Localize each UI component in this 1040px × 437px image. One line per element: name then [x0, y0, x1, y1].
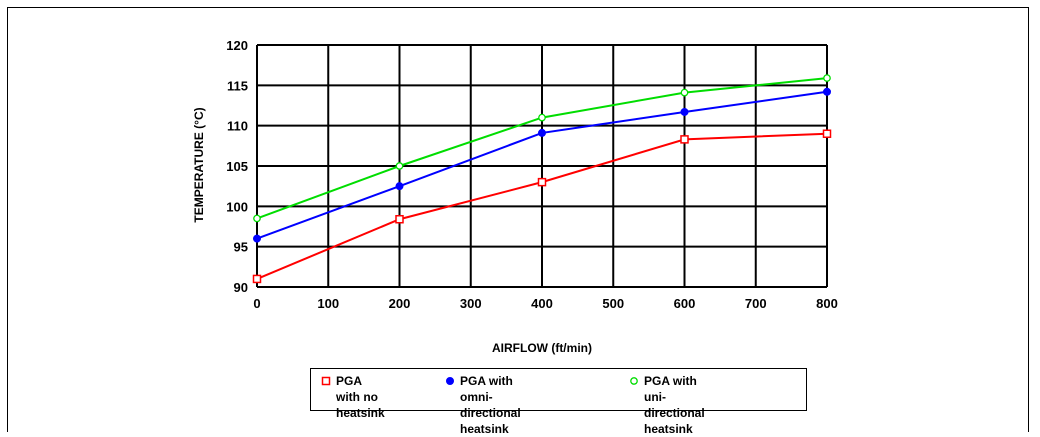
x-tick-label: 500: [602, 296, 624, 311]
legend-marker-shape: [446, 377, 454, 385]
x-tick-label: 400: [531, 296, 553, 311]
data-point: [680, 88, 689, 97]
legend-marker-icon: [630, 377, 638, 385]
data-point: [253, 214, 261, 223]
y-axis-title: TEMPERATURE (°C): [192, 107, 206, 222]
legend-label: PGA with uni- directional heatsink: [644, 374, 705, 436]
data-point: [823, 74, 831, 82]
y-tick-label: 95: [234, 240, 248, 255]
legend-label: PGA with omni- directional heatsink: [460, 374, 521, 436]
y-tick-label: 100: [226, 199, 248, 214]
data-point: [538, 113, 546, 122]
x-tick-label: 700: [745, 296, 767, 311]
data-point: [395, 182, 404, 191]
legend-label: PGA with no heatsink: [336, 374, 385, 420]
x-tick-label: 100: [317, 296, 339, 311]
legend: PGA with no heatsink PGA with omni- direc…: [310, 368, 807, 436]
data-point: [823, 87, 831, 96]
data-point: [252, 274, 262, 284]
x-tick-label: 300: [460, 296, 482, 311]
legend-marker-icon: [321, 376, 331, 386]
figure-frame: [7, 7, 1029, 432]
data-point: [680, 107, 689, 116]
series-1: [252, 129, 832, 284]
data-point: [822, 129, 832, 138]
data-point: [395, 214, 404, 224]
x-tick-label: 600: [674, 296, 696, 311]
tick-labels: 0 100 200 300 400 500 600 700 800 90 95 100 105 110 11…: [226, 38, 838, 311]
data-point: [680, 135, 689, 144]
series-layer: [252, 74, 832, 284]
line-chart: 0 100 200 300 400 500 600 700 800 90 95 100 105 110 11…: [192, 38, 838, 355]
data-point: [253, 234, 261, 243]
data-point: [395, 162, 404, 170]
x-tick-label: 0: [253, 296, 260, 311]
series-2: [253, 87, 831, 243]
y-tick-label: 110: [227, 119, 248, 134]
data-point: [538, 128, 546, 137]
y-tick-label: 105: [226, 159, 248, 174]
y-tick-label: 115: [227, 78, 248, 93]
x-tick-label: 200: [389, 296, 411, 311]
legend-marker-icon: [446, 377, 454, 385]
x-tick-label: 800: [816, 296, 838, 311]
data-point: [537, 177, 547, 187]
y-tick-label: 90: [234, 280, 248, 295]
gridlines: [256, 44, 828, 288]
legend-marker-shape: [321, 376, 331, 386]
x-axis-title: AIRFLOW (ft/min): [492, 341, 592, 355]
legend-marker-shape: [630, 377, 638, 385]
y-tick-label: 120: [226, 38, 248, 53]
series-3: [253, 74, 831, 223]
